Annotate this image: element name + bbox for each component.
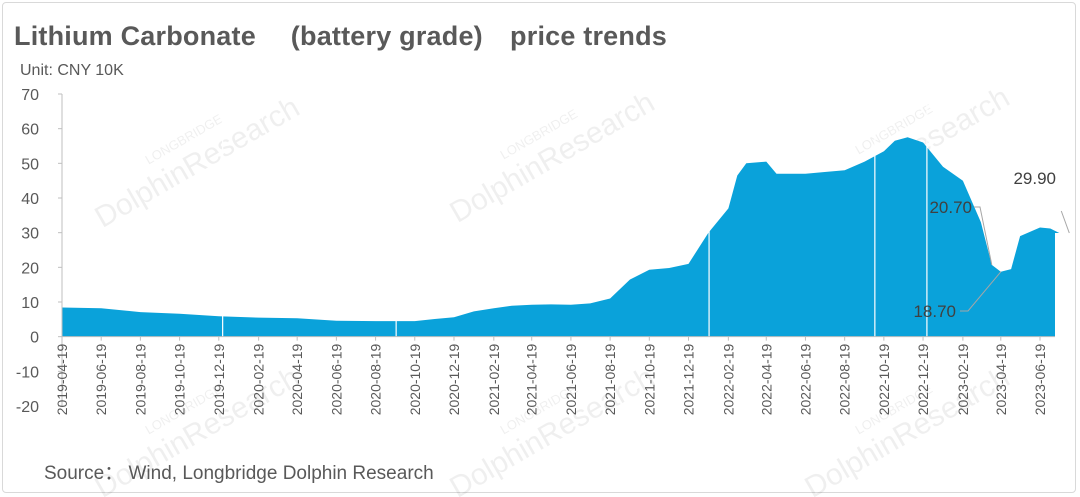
y-tick-label: -10 [16, 364, 39, 381]
y-tick-label: 20 [21, 260, 39, 277]
x-tick-label: 2022-08-19 [837, 343, 853, 415]
x-tick-label: 2020-04-19 [289, 343, 305, 415]
x-tick-label: 2020-08-19 [368, 343, 384, 415]
y-tick-label: 50 [21, 156, 39, 173]
x-tick-label: 2023-02-19 [955, 343, 971, 415]
y-tick-label: 30 [21, 226, 39, 243]
x-tick-label: 2020-02-19 [251, 343, 267, 415]
source-note: Source： Wind, Longbridge Dolphin Researc… [44, 463, 434, 484]
y-tick-label: 40 [21, 191, 39, 208]
unit-label: Unit: CNY 10K [20, 62, 124, 79]
x-tick-label: 2023-06-19 [1032, 343, 1048, 415]
annotation-label: 29.90 [1013, 169, 1056, 188]
x-tick-label: 2022-10-19 [876, 343, 892, 415]
price-area-series [62, 137, 1060, 337]
watermark-line2: DolphinResearch [444, 361, 660, 497]
x-tick-label: 2022-04-19 [758, 343, 774, 415]
watermark-line2: DolphinResearch [89, 91, 305, 235]
annotation-leader [1060, 210, 1070, 234]
x-tick-label: 2021-12-19 [681, 343, 697, 415]
x-tick-label: 2021-02-19 [486, 343, 502, 415]
x-tick-label: 2020-12-19 [446, 343, 462, 415]
x-tick-label: 2021-10-19 [641, 343, 657, 415]
x-tick-label: 2019-08-19 [132, 343, 148, 415]
annotation-leader [960, 271, 1002, 312]
x-tick-label: 2021-08-19 [602, 343, 618, 415]
y-axis: 70 60 50 40 30 20 10 0 -10 -20 [16, 87, 63, 416]
y-tick-label: -20 [16, 399, 39, 416]
watermark-line2: DolphinResearch [799, 361, 1015, 497]
x-tick-label: 2019-10-19 [172, 343, 188, 415]
x-axis: 2019-04-19 2019-06-19 2019-08-19 2019-10-19… [54, 336, 1055, 415]
x-tick-label: 2021-06-19 [563, 343, 579, 415]
watermark-line2: DolphinResearch [444, 86, 660, 230]
annotation-label: 18.70 [913, 302, 956, 321]
x-tick-label: 2022-06-19 [797, 343, 813, 415]
x-tick-label: 2021-04-19 [524, 343, 540, 415]
x-tick-label: 2019-12-19 [211, 343, 227, 415]
annotation-leader [974, 206, 993, 266]
x-tick-label: 2022-02-19 [720, 343, 736, 415]
x-tick-label: 2020-06-19 [328, 343, 344, 415]
x-tick-label: 2023-04-19 [993, 343, 1009, 415]
x-tick-label: 2020-10-19 [407, 343, 423, 415]
plot-area [62, 94, 1060, 337]
y-tick-label: 0 [30, 330, 39, 347]
y-tick-label: 10 [21, 295, 39, 312]
x-tick-label: 2019-04-19 [54, 343, 70, 415]
watermark-line2: DolphinResearch [89, 361, 305, 497]
y-tick-label: 70 [21, 87, 39, 104]
chart-title: Lithium Carbonate (battery grade) price … [14, 21, 667, 51]
x-tick-label: 2019-06-19 [93, 343, 109, 415]
annotation-label: 20.70 [929, 198, 972, 217]
annotations: 29.90 20.70 18.70 [913, 169, 1070, 321]
y-tick-label: 60 [21, 122, 39, 139]
x-tick-label: 2022-12-19 [915, 343, 931, 415]
